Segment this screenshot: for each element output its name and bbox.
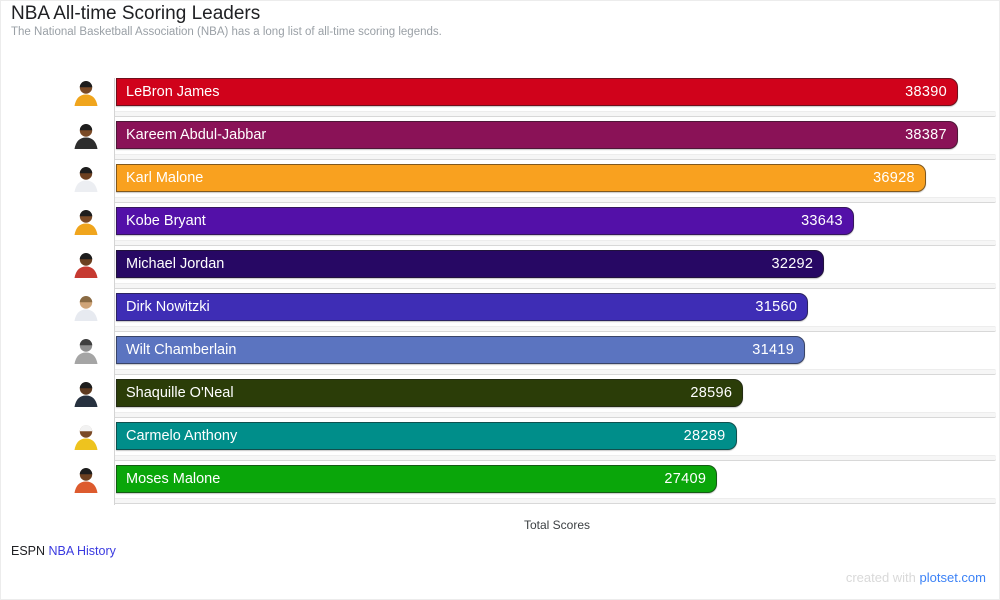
player-value-label: 32292 xyxy=(771,256,814,272)
player-value-label: 31419 xyxy=(752,342,795,358)
bar-row: Wilt Chamberlain 31419 xyxy=(1,336,999,379)
player-avatar xyxy=(71,77,101,107)
player-bar: Carmelo Anthony 28289 xyxy=(116,422,737,450)
player-name-label: Wilt Chamberlain xyxy=(126,342,237,358)
bar-row: Michael Jordan 32292 xyxy=(1,250,999,293)
person-icon xyxy=(74,210,98,235)
player-value-label: 28596 xyxy=(690,385,733,401)
bar-track: Kobe Bryant 33643 xyxy=(115,207,996,246)
player-name-label: Kareem Abdul-Jabbar xyxy=(126,127,267,143)
player-value-label: 27409 xyxy=(664,471,707,487)
credit-link[interactable]: plotset.com xyxy=(919,570,986,585)
bar-row: Dirk Nowitzki 31560 xyxy=(1,293,999,336)
player-bar: Dirk Nowitzki 31560 xyxy=(116,293,809,321)
player-value-label: 31560 xyxy=(755,299,798,315)
bar-track: Wilt Chamberlain 31419 xyxy=(115,336,996,375)
chart-subtitle: The National Basketball Association (NBA… xyxy=(11,26,442,38)
player-value-label: 33643 xyxy=(801,213,843,229)
row-gridline xyxy=(115,326,996,332)
bar-chart-plot-area: LeBron James 38390 Kareem Abdul-Jabbar 3838… xyxy=(1,78,999,508)
player-bar: Wilt Chamberlain 31419 xyxy=(116,336,806,364)
player-bar: Shaquille O'Neal 28596 xyxy=(116,379,744,407)
row-gridline xyxy=(115,369,996,375)
person-icon xyxy=(74,81,98,106)
credit-line: created with plotset.com xyxy=(846,570,986,585)
person-icon xyxy=(74,468,98,493)
bar-track: Carmelo Anthony 28289 xyxy=(115,422,996,461)
player-avatar xyxy=(71,464,101,494)
player-bar: Kobe Bryant 33643 xyxy=(116,207,854,235)
source-link[interactable]: NBA History xyxy=(48,544,116,558)
person-icon xyxy=(74,167,98,192)
x-axis-label: Total Scores xyxy=(523,518,591,532)
bar-row: Karl Malone 36928 xyxy=(1,164,999,207)
person-icon xyxy=(74,296,98,321)
player-avatar xyxy=(71,249,101,279)
player-bar: Karl Malone 36928 xyxy=(116,164,926,192)
person-icon xyxy=(74,425,98,450)
person-icon xyxy=(74,124,98,149)
row-gridline xyxy=(115,111,996,117)
player-value-label: 38390 xyxy=(905,84,947,100)
bar-track: Karl Malone 36928 xyxy=(115,164,996,203)
person-icon xyxy=(74,253,98,278)
player-name-label: Carmelo Anthony xyxy=(126,428,238,444)
player-bar: Kareem Abdul-Jabbar 38387 xyxy=(116,121,958,149)
person-icon xyxy=(74,339,98,364)
row-gridline xyxy=(115,197,996,203)
bar-track: Moses Malone 27409 xyxy=(115,465,996,504)
player-value-label: 38387 xyxy=(905,127,947,143)
player-name-label: Dirk Nowitzki xyxy=(126,299,210,315)
player-avatar xyxy=(71,120,101,150)
bar-track: Dirk Nowitzki 31560 xyxy=(115,293,996,332)
row-gridline xyxy=(115,455,996,461)
bar-track: Shaquille O'Neal 28596 xyxy=(115,379,996,418)
bar-row: Carmelo Anthony 28289 xyxy=(1,422,999,465)
bar-track: LeBron James 38390 xyxy=(115,78,996,117)
player-avatar xyxy=(71,163,101,193)
player-value-label: 36928 xyxy=(873,170,915,186)
source-line: ESPN NBA History xyxy=(11,544,116,558)
row-gridline xyxy=(115,154,996,160)
player-name-label: Moses Malone xyxy=(126,471,221,487)
bar-row: Kobe Bryant 33643 xyxy=(1,207,999,250)
bar-track: Michael Jordan 32292 xyxy=(115,250,996,289)
row-gridline xyxy=(115,240,996,246)
player-value-label: 28289 xyxy=(683,428,726,444)
player-bar: Moses Malone 27409 xyxy=(116,465,718,493)
player-name-label: Karl Malone xyxy=(126,170,204,186)
player-avatar xyxy=(71,378,101,408)
player-bar: LeBron James 38390 xyxy=(116,78,958,106)
bar-track: Kareem Abdul-Jabbar 38387 xyxy=(115,121,996,160)
person-icon xyxy=(74,382,98,407)
player-bar: Michael Jordan 32292 xyxy=(116,250,825,278)
player-avatar xyxy=(71,335,101,365)
player-avatar xyxy=(71,206,101,236)
player-avatar xyxy=(71,421,101,451)
row-gridline xyxy=(115,412,996,418)
source-prefix: ESPN xyxy=(11,544,49,558)
row-gridline xyxy=(115,283,996,289)
player-name-label: Michael Jordan xyxy=(126,256,225,272)
player-name-label: LeBron James xyxy=(126,84,220,100)
bar-row: Shaquille O'Neal 28596 xyxy=(1,379,999,422)
chart-title: NBA All-time Scoring Leaders xyxy=(11,3,261,24)
player-name-label: Kobe Bryant xyxy=(126,213,206,229)
player-name-label: Shaquille O'Neal xyxy=(126,385,234,401)
bar-row: LeBron James 38390 xyxy=(1,78,999,121)
bar-row: Kareem Abdul-Jabbar 38387 xyxy=(1,121,999,164)
bar-row: Moses Malone 27409 xyxy=(1,465,999,508)
row-gridline xyxy=(115,498,996,504)
player-avatar xyxy=(71,292,101,322)
credit-text: created with xyxy=(845,570,920,585)
